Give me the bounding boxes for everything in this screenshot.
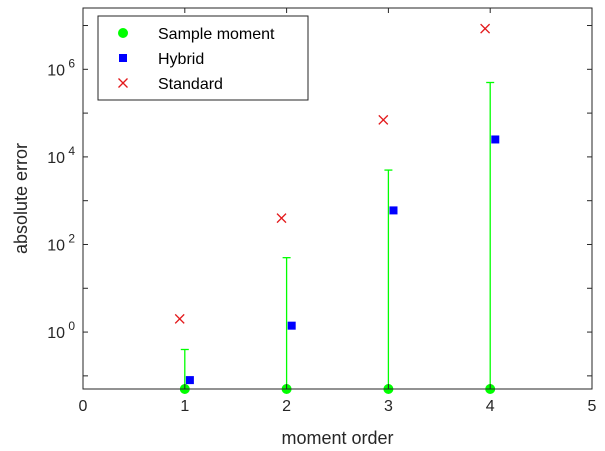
y-tick-base: 10	[47, 62, 65, 79]
legend-marker-sample-moment	[118, 28, 128, 38]
y-tick-base: 10	[47, 150, 65, 167]
y-tick-label: 10 2	[47, 231, 75, 254]
legend-marker-standard	[118, 78, 128, 88]
legend-box	[97, 15, 309, 101]
y-tick-label: 10 6	[47, 56, 75, 79]
y-tick-exponent: 6	[65, 56, 75, 70]
standard-point-stroke	[480, 23, 491, 34]
hybrid-point	[491, 135, 500, 144]
legend-label: Sample moment	[158, 26, 275, 43]
standard-point-stroke	[174, 313, 185, 324]
legend-label: Hybrid	[158, 51, 204, 68]
legend-marker-stroke	[118, 78, 128, 88]
y-tick-exponent: 2	[65, 231, 75, 245]
x-tick-label: 0	[79, 398, 88, 415]
standard-point	[174, 313, 185, 324]
standard-point-stroke	[378, 114, 389, 125]
hybrid-point	[185, 376, 194, 385]
hybrid-point	[389, 206, 398, 215]
hybrid-point	[287, 321, 296, 330]
y-tick-label: 10 0	[47, 319, 75, 342]
x-tick-label: 1	[180, 398, 189, 415]
y-tick-base: 10	[47, 237, 65, 254]
standard-point-stroke	[276, 213, 287, 224]
standard-point	[276, 213, 287, 224]
axes: 0 1 2 3 4 510 010 210 410 6	[47, 7, 597, 415]
y-tick-base: 10	[47, 325, 65, 342]
standard-point	[480, 23, 491, 34]
x-tick-label: 4	[486, 398, 495, 415]
x-axis-title: moment order	[281, 428, 393, 448]
y-tick-exponent: 4	[65, 144, 75, 158]
x-tick-label: 2	[282, 398, 291, 415]
legend: Sample moment Hybrid Standard	[97, 15, 309, 101]
axes-box	[82, 7, 593, 390]
legend-label: Standard	[158, 76, 223, 93]
y-axis-title: absolute error	[11, 143, 31, 254]
y-tick-label: 10 4	[47, 144, 75, 167]
standard-point	[378, 114, 389, 125]
x-tick-label: 5	[588, 398, 597, 415]
x-tick-label: 3	[384, 398, 393, 415]
y-tick-exponent: 0	[65, 319, 75, 333]
legend-marker-hybrid	[119, 54, 127, 62]
